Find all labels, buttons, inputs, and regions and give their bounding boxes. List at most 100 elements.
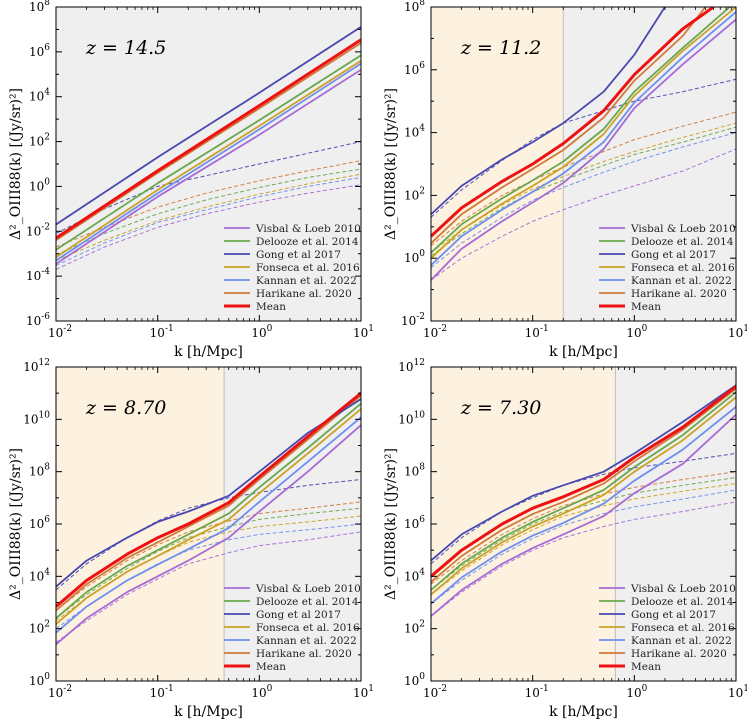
x-axis-label: k [h/Mpc] bbox=[174, 704, 243, 720]
legend-label: Gong et al 2017 bbox=[631, 249, 716, 261]
curves bbox=[56, 392, 361, 646]
legend-label: Mean bbox=[631, 661, 661, 673]
legend-label: Fonseca et al. 2016 bbox=[256, 622, 360, 634]
dashed-line-kannan-et-al-2022 bbox=[56, 177, 361, 266]
redshift-label: z = 11.2 bbox=[460, 37, 541, 59]
y-tick-label: 1012 bbox=[23, 358, 50, 374]
legend-label: Kannan et al. 2022 bbox=[631, 635, 732, 647]
dashed-line-delooze-et-al-2014 bbox=[431, 477, 736, 591]
y-tick-label: 108 bbox=[29, 0, 50, 14]
legend-label: Harikane al. 2020 bbox=[631, 648, 727, 660]
legend-label: Harikane al. 2020 bbox=[256, 648, 352, 660]
x-tick-label: 10-2 bbox=[423, 684, 447, 700]
x-axis-label: k [h/Mpc] bbox=[549, 704, 618, 720]
x-tick-label: 101 bbox=[353, 324, 374, 340]
y-tick-label: 106 bbox=[404, 515, 425, 531]
dashed-line-harikane-al-2020 bbox=[56, 501, 361, 611]
y-tick-label: 102 bbox=[404, 186, 425, 202]
solid-line-gong-et-al-2017 bbox=[56, 398, 361, 588]
y-tick-label: 104 bbox=[29, 88, 50, 104]
x-tick-label: 10-2 bbox=[423, 324, 447, 340]
y-tick-label: 10-6 bbox=[26, 312, 50, 328]
orange-shaded-region bbox=[56, 367, 225, 681]
x-tick-label: 100 bbox=[251, 324, 272, 340]
dashed-line-harikane-al-2020 bbox=[431, 471, 736, 585]
x-tick-label: 10-2 bbox=[48, 324, 72, 340]
dashed-line-kannan-et-al-2022 bbox=[431, 132, 736, 269]
dashed-line-harikane-al-2020 bbox=[431, 111, 736, 247]
y-tick-label: 104 bbox=[404, 124, 425, 140]
legend-label: Kannan et al. 2022 bbox=[256, 635, 357, 647]
y-tick-label: 10-4 bbox=[26, 267, 50, 283]
solid-line-fonseca-et-al-2016 bbox=[431, 396, 736, 596]
legend-label: Harikane al. 2020 bbox=[256, 288, 352, 300]
legend-label: Fonseca et al. 2016 bbox=[631, 262, 735, 274]
redshift-label: z = 14.5 bbox=[85, 37, 166, 59]
dashed-line-kannan-et-al-2022 bbox=[431, 489, 736, 605]
solid-line-gong-et-al-2017 bbox=[431, 384, 736, 562]
solid-line-fonseca-et-al-2016 bbox=[431, 7, 736, 259]
solid-line-visbal-loeb-2010 bbox=[56, 424, 361, 646]
solid-line-kannan-et-al-2022 bbox=[431, 11, 736, 266]
y-tick-label: 104 bbox=[29, 567, 50, 583]
dashed-line-delooze-et-al-2014 bbox=[56, 168, 361, 256]
legend-label: Fonseca et al. 2016 bbox=[256, 262, 360, 274]
solid-line-harikane-al-2020 bbox=[431, 7, 707, 244]
legend-label: Delooze et al. 2014 bbox=[256, 596, 359, 608]
y-tick-label: 10-2 bbox=[401, 312, 425, 328]
y-tick-label: 106 bbox=[404, 61, 425, 77]
dashed-line-visbal-loeb-2010 bbox=[431, 501, 736, 617]
solid-line-mean bbox=[56, 38, 361, 240]
legend-label: Delooze et al. 2014 bbox=[631, 236, 734, 248]
y-tick-label: 102 bbox=[29, 133, 50, 149]
dashed-line-visbal-loeb-2010 bbox=[56, 531, 361, 643]
y-tick-label: 106 bbox=[29, 515, 50, 531]
legend-label: Gong et al 2017 bbox=[256, 249, 341, 261]
x-tick-label: 10-1 bbox=[525, 324, 549, 340]
dashed-line-fonseca-et-al-2016 bbox=[56, 173, 361, 261]
y-tick-label: 1010 bbox=[398, 410, 425, 426]
y-tick-label: 108 bbox=[29, 463, 50, 479]
x-tick-label: 10-2 bbox=[48, 684, 72, 700]
y-tick-label: 108 bbox=[404, 0, 425, 14]
dashed-line-visbal-loeb-2010 bbox=[431, 148, 736, 281]
legend-label: Delooze et al. 2014 bbox=[631, 596, 734, 608]
legend-label: Kannan et al. 2022 bbox=[256, 275, 357, 287]
y-axis-label: Δ²_OIII88(k) [(Jy/sr)²] bbox=[8, 448, 24, 600]
x-tick-label: 101 bbox=[728, 684, 747, 700]
x-tick-label: 10-1 bbox=[525, 684, 549, 700]
solid-line-harikane-al-2020 bbox=[56, 42, 361, 241]
panel-1: 10-2 10-1 100 101 10-6 10-4 10-2 100 102 104 106 10… bbox=[8, 0, 374, 360]
solid-line-fonseca-et-al-2016 bbox=[56, 60, 361, 258]
y-tick-label: 10-2 bbox=[26, 222, 50, 238]
x-tick-label: 10-1 bbox=[150, 684, 174, 700]
y-axis-label: Δ²_OIII88(k) [(Jy/sr)²] bbox=[8, 88, 24, 240]
legend-label: Visbal & Loeb 2010 bbox=[255, 583, 361, 595]
curves bbox=[431, 7, 736, 281]
x-tick-label: 100 bbox=[626, 324, 647, 340]
panel-2: 10-2 10-1 100 101 10-2 100 102 104 106 108 k [h/Mp… bbox=[383, 0, 747, 360]
legend-label: Gong et al 2017 bbox=[256, 609, 341, 621]
solid-line-delooze-et-al-2014 bbox=[431, 7, 732, 254]
y-tick-label: 104 bbox=[404, 567, 425, 583]
solid-line-gong-et-al-2017 bbox=[431, 7, 666, 215]
solid-line-fonseca-et-al-2016 bbox=[56, 408, 361, 625]
y-tick-label: 108 bbox=[404, 463, 425, 479]
dashed-line-gong-et-al-2017 bbox=[431, 452, 736, 565]
gray-shaded-region bbox=[615, 367, 736, 681]
redshift-label: z = 7.30 bbox=[460, 397, 541, 419]
legend-label: Visbal & Loeb 2010 bbox=[630, 583, 736, 595]
solid-line-visbal-loeb-2010 bbox=[431, 18, 736, 281]
legend-label: Harikane al. 2020 bbox=[631, 288, 727, 300]
y-tick-label: 1010 bbox=[23, 410, 50, 426]
y-tick-label: 106 bbox=[29, 43, 50, 59]
x-tick-label: 10-1 bbox=[150, 324, 174, 340]
solid-line-delooze-et-al-2014 bbox=[431, 391, 736, 591]
solid-line-kannan-et-al-2022 bbox=[56, 62, 361, 262]
solid-line-harikane-al-2020 bbox=[431, 387, 736, 583]
legend-label: Kannan et al. 2022 bbox=[631, 275, 732, 287]
y-tick-label: 100 bbox=[29, 177, 50, 193]
solid-line-gong-et-al-2017 bbox=[56, 26, 361, 226]
